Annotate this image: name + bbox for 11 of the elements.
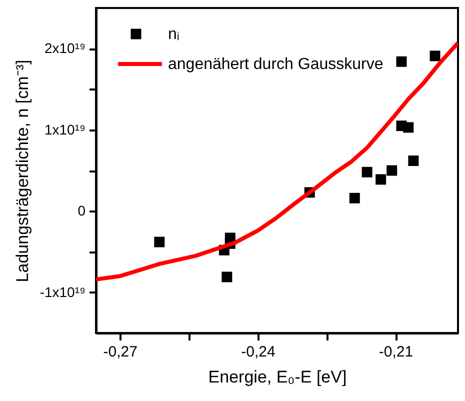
- y-tick-label: 1x10¹⁹: [44, 121, 86, 138]
- y-tick-label: -1x10¹⁹: [40, 284, 86, 300]
- y-tick-label: 2x10¹⁹: [44, 40, 86, 56]
- legend-label: nᵢ: [168, 26, 180, 43]
- x-tick-label: -0,24: [241, 344, 276, 360]
- y-tick-label: 0: [78, 202, 86, 219]
- x-tick-label: -0,21: [378, 344, 414, 360]
- legend-label: angenähert durch Gausskurve: [168, 56, 384, 73]
- y-axis-title: Ladungsträgerdichte, n [cm⁻³]: [12, 60, 32, 282]
- x-tick-label: -0,27: [103, 344, 138, 360]
- x-axis-title: Energie, E₀-E [eV]: [208, 368, 347, 386]
